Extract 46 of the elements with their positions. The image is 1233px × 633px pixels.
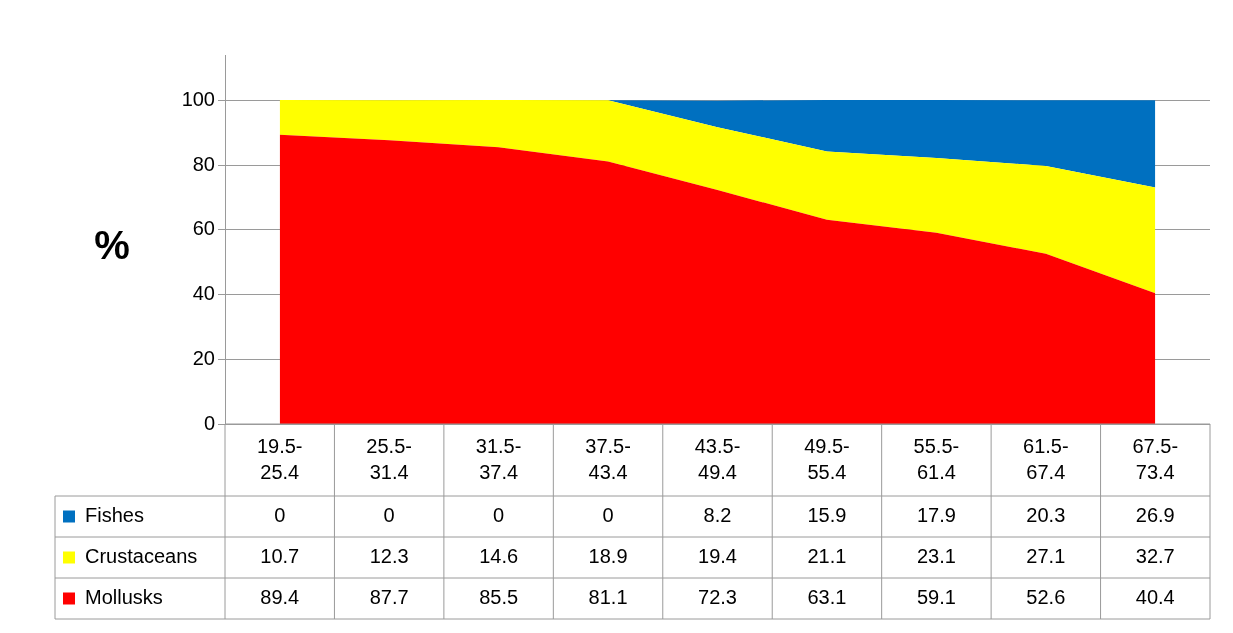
legend-label: Mollusks <box>85 586 163 609</box>
data-label: 20.3 <box>1026 504 1066 527</box>
data-label: 23.1 <box>916 545 956 568</box>
x-tick-label: 67.5-73.4 <box>1132 434 1179 483</box>
data-label: 0 <box>383 504 395 527</box>
y-tick-label: 80 <box>192 152 215 175</box>
data-label: 0 <box>602 504 614 527</box>
data-label: 19.4 <box>698 545 737 568</box>
x-tick-label: 37.5-43.4 <box>585 434 631 483</box>
data-label: 72.3 <box>698 586 737 609</box>
data-label: 8.2 <box>703 504 732 527</box>
data-label: 10.7 <box>260 545 300 568</box>
data-label: 15.9 <box>807 504 847 527</box>
data-label: 87.7 <box>369 586 409 609</box>
x-tick-label: 61.5-67.4 <box>1023 434 1069 483</box>
x-tick-label: 31.5-37.4 <box>475 434 522 483</box>
y-tick-label: 40 <box>192 282 215 305</box>
y-tick-label: 0 <box>203 411 215 434</box>
data-label: 52.6 <box>1026 586 1066 609</box>
x-tick-label: 25.5-31.4 <box>366 434 412 483</box>
data-label: 59.1 <box>916 586 956 609</box>
data-label: 14.6 <box>479 545 519 568</box>
x-tick-label: 43.5-49.4 <box>694 434 741 483</box>
data-label: 63.1 <box>807 586 847 609</box>
data-label: 27.1 <box>1026 545 1066 568</box>
data-label: 21.1 <box>807 545 847 568</box>
data-label: 17.9 <box>916 504 956 527</box>
y-axis-title: % <box>94 222 130 267</box>
data-label: 40.4 <box>1135 586 1175 609</box>
data-label: 12.3 <box>369 545 409 568</box>
x-tick-label: 49.5-55.4 <box>804 434 850 483</box>
data-label: 26.9 <box>1135 504 1175 527</box>
data-label: 89.4 <box>260 586 300 609</box>
data-label: 0 <box>493 504 505 527</box>
x-tick-label: 55.5-61.4 <box>913 434 960 483</box>
data-label: 32.7 <box>1135 545 1175 568</box>
data-label: 18.9 <box>588 545 628 568</box>
data-label: 0 <box>274 504 286 527</box>
legend-label: Fishes <box>85 504 144 527</box>
data-label: 85.5 <box>479 586 519 609</box>
x-tick-label: 19.5-25.4 <box>256 434 303 483</box>
y-tick-label: 20 <box>192 346 215 369</box>
y-tick-label: 60 <box>192 217 215 240</box>
legend-label: Crustaceans <box>85 545 198 568</box>
data-label: 81.1 <box>588 586 628 609</box>
y-tick-label: 100 <box>181 87 215 110</box>
